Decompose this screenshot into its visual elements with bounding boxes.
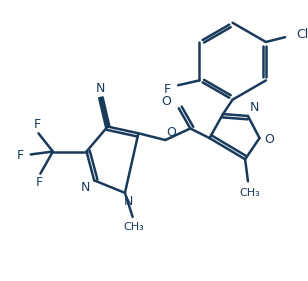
Text: Cl: Cl bbox=[297, 28, 308, 41]
Text: O: O bbox=[161, 95, 171, 108]
Text: CH₃: CH₃ bbox=[123, 223, 144, 232]
Text: O: O bbox=[166, 126, 176, 139]
Text: F: F bbox=[17, 149, 24, 162]
Text: N: N bbox=[81, 181, 90, 194]
Text: CH₃: CH₃ bbox=[240, 188, 260, 198]
Text: F: F bbox=[34, 118, 41, 131]
Text: N: N bbox=[124, 195, 133, 208]
Text: N: N bbox=[95, 81, 105, 95]
Text: F: F bbox=[36, 176, 43, 189]
Text: N: N bbox=[250, 101, 259, 114]
Text: O: O bbox=[264, 133, 274, 146]
Text: F: F bbox=[163, 83, 170, 96]
